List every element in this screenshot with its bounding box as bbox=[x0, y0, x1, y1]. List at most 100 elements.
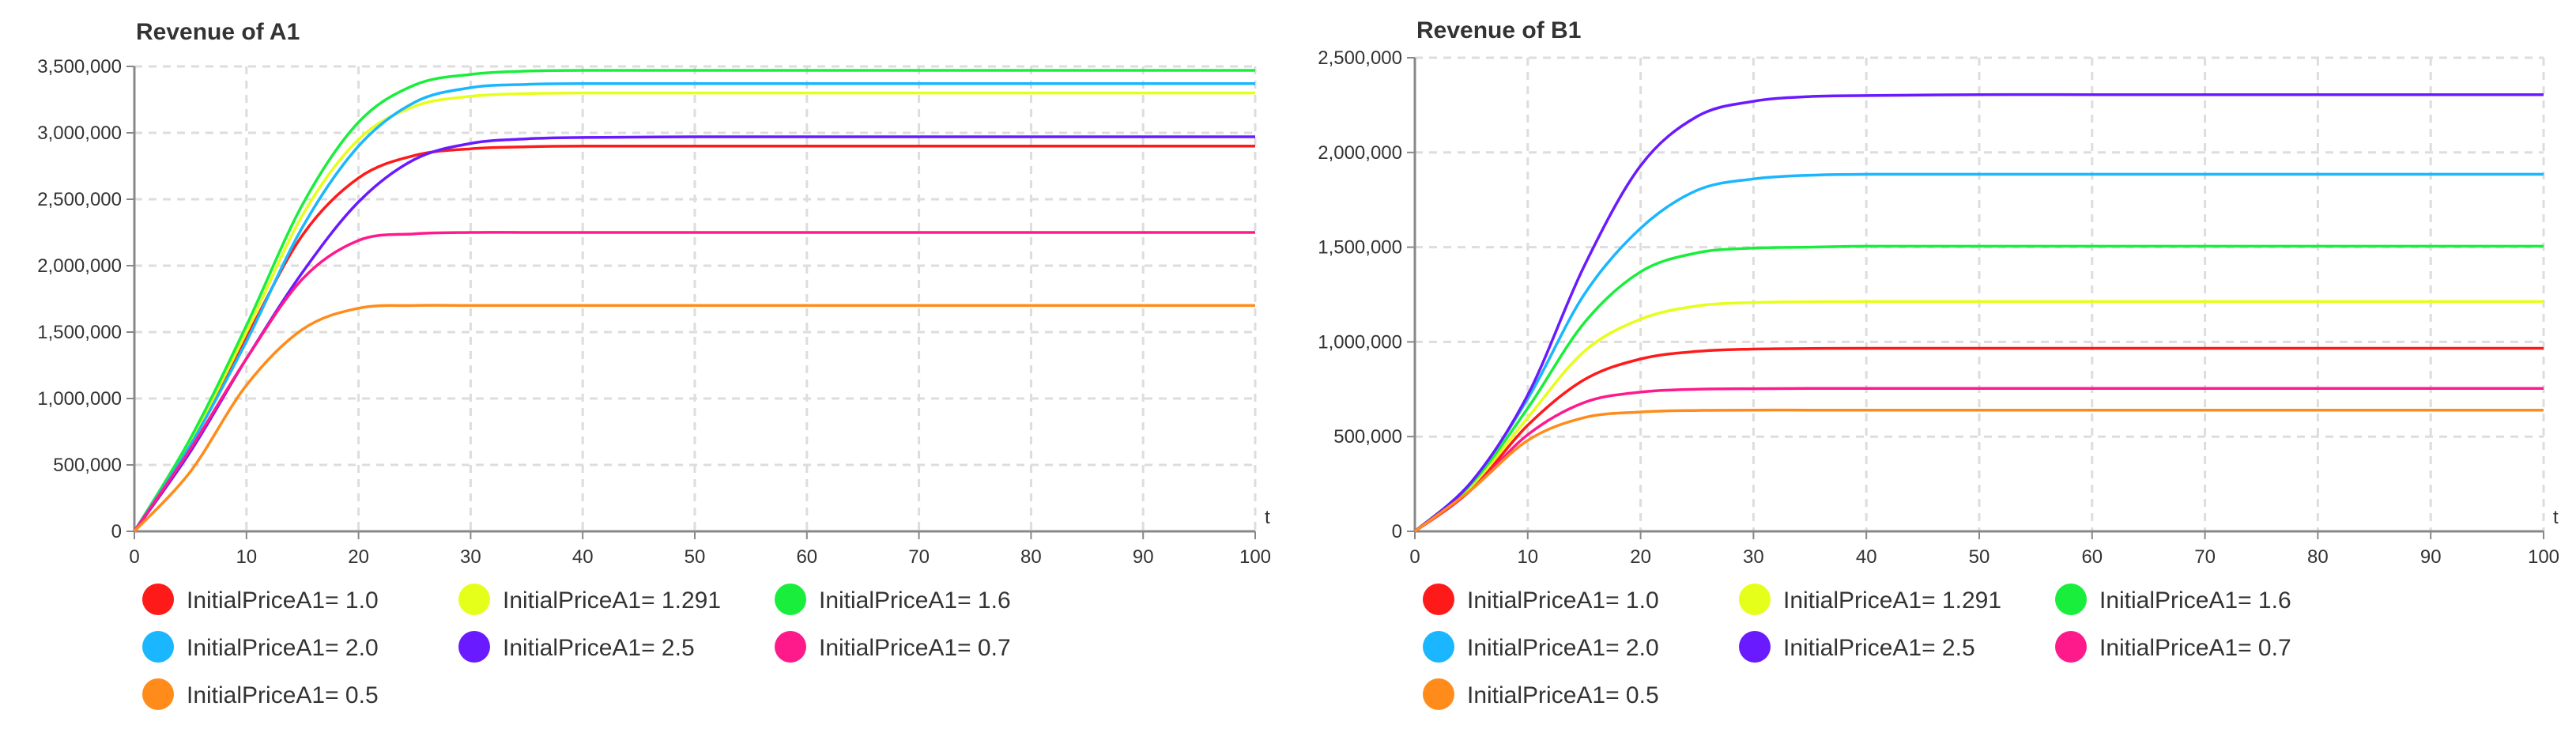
x-axis-label: t bbox=[2553, 507, 2559, 528]
chart-revenue-b1: Revenue of B1 0 500,000 1,000,000 1,500,000 2… bbox=[1318, 17, 2559, 710]
x-tick-label: 80 bbox=[1020, 546, 1042, 568]
y-tick-label: 1,000,000 bbox=[1318, 331, 1402, 353]
legend-marker bbox=[775, 631, 806, 663]
x-tick-label: 70 bbox=[908, 546, 930, 568]
series-lines bbox=[1413, 93, 2544, 533]
legend-label: InitialPriceA1= 0.7 bbox=[2099, 635, 2291, 661]
legend: InitialPriceA1= 1.0 InitialPriceA1= 1.291… bbox=[1423, 584, 2291, 710]
x-tick-label: 100 bbox=[1239, 546, 1271, 568]
legend-marker bbox=[1739, 584, 1771, 615]
legend-label: InitialPriceA1= 0.7 bbox=[819, 635, 1011, 661]
legend-label: InitialPriceA1= 2.5 bbox=[1783, 635, 1975, 661]
legend-marker bbox=[2055, 631, 2087, 663]
x-tick-label: 20 bbox=[1630, 546, 1651, 568]
legend-item[interactable]: InitialPriceA1= 1.0 bbox=[1423, 584, 1659, 615]
series-line bbox=[133, 145, 1255, 532]
y-tick-label: 3,500,000 bbox=[37, 56, 122, 77]
x-axis-label: t bbox=[1265, 507, 1270, 528]
y-tick-label: 3,000,000 bbox=[37, 123, 122, 144]
chart-panel-revenue-a1: Revenue of A1 0 500,000 1,000,000 1,500,000 2… bbox=[0, 0, 1280, 729]
x-tick-label: 30 bbox=[1743, 546, 1764, 568]
legend-item[interactable]: InitialPriceA1= 1.291 bbox=[1739, 584, 2001, 615]
x-tick-label: 90 bbox=[2420, 546, 2442, 568]
series-line bbox=[133, 304, 1255, 533]
series-line bbox=[1413, 93, 2544, 533]
legend-item[interactable]: InitialPriceA1= 2.5 bbox=[1739, 631, 1975, 663]
x-tick-label: 60 bbox=[796, 546, 817, 568]
x-tick-label: 20 bbox=[348, 546, 369, 568]
legend-marker bbox=[142, 678, 174, 710]
x-tick-label: 0 bbox=[129, 546, 139, 568]
x-tick-label: 100 bbox=[2528, 546, 2559, 568]
legend-label: InitialPriceA1= 1.0 bbox=[187, 587, 379, 614]
x-tick-label: 60 bbox=[2081, 546, 2103, 568]
legend-item[interactable]: InitialPriceA1= 2.5 bbox=[458, 631, 695, 663]
series-line bbox=[1413, 244, 2544, 533]
legend-item[interactable]: InitialPriceA1= 0.7 bbox=[2055, 631, 2291, 663]
legend-item[interactable]: InitialPriceA1= 1.6 bbox=[775, 584, 1011, 615]
legend-marker bbox=[2055, 584, 2087, 615]
y-tick-label: 1,500,000 bbox=[37, 322, 122, 343]
y-tick-label: 1,500,000 bbox=[1318, 237, 1402, 259]
legend-item[interactable]: InitialPriceA1= 1.291 bbox=[458, 584, 721, 615]
series-line bbox=[133, 82, 1255, 532]
x-tick-label: 40 bbox=[572, 546, 594, 568]
x-tick-label: 50 bbox=[1969, 546, 1990, 568]
legend-label: InitialPriceA1= 2.0 bbox=[1467, 635, 1659, 661]
series-line bbox=[1413, 387, 2544, 533]
y-tick-label: 0 bbox=[111, 521, 122, 542]
y-tick-label: 2,000,000 bbox=[37, 255, 122, 277]
legend-marker bbox=[775, 584, 806, 615]
chart-panel-revenue-b1: Revenue of B1 0 500,000 1,000,000 1,500,000 2… bbox=[1280, 0, 2576, 729]
legend-label: InitialPriceA1= 1.291 bbox=[503, 587, 721, 614]
x-tick-label: 10 bbox=[236, 546, 257, 568]
series-line bbox=[1413, 408, 2544, 533]
series-line bbox=[133, 69, 1255, 532]
series-line bbox=[133, 231, 1255, 532]
legend-marker bbox=[1423, 678, 1454, 710]
legend-marker bbox=[458, 631, 490, 663]
x-tick-label: 10 bbox=[1517, 546, 1538, 568]
legend-item[interactable]: InitialPriceA1= 0.5 bbox=[1423, 678, 1659, 710]
legend: InitialPriceA1= 1.0 InitialPriceA1= 1.291… bbox=[142, 584, 1011, 710]
legend-marker bbox=[1423, 584, 1454, 615]
legend-item[interactable]: InitialPriceA1= 1.6 bbox=[2055, 584, 2291, 615]
x-tick-label: 0 bbox=[1409, 546, 1420, 568]
legend-item[interactable]: InitialPriceA1= 0.5 bbox=[142, 678, 379, 710]
y-tick-label: 2,500,000 bbox=[1318, 47, 1402, 69]
legend-label: InitialPriceA1= 1.0 bbox=[1467, 587, 1659, 614]
legend-label: InitialPriceA1= 1.291 bbox=[1783, 587, 2001, 614]
series-lines bbox=[133, 69, 1255, 533]
x-tick-label: 50 bbox=[685, 546, 706, 568]
legend-label: InitialPriceA1= 2.5 bbox=[503, 635, 695, 661]
x-tick-label: 70 bbox=[2194, 546, 2216, 568]
legend-marker bbox=[142, 584, 174, 615]
y-tick-label: 1,000,000 bbox=[37, 388, 122, 410]
x-tick-label: 90 bbox=[1133, 546, 1154, 568]
legend-item[interactable]: InitialPriceA1= 1.0 bbox=[142, 584, 379, 615]
legend-item[interactable]: InitialPriceA1= 2.0 bbox=[142, 631, 379, 663]
legend-marker bbox=[458, 584, 490, 615]
y-tick-label: 500,000 bbox=[53, 455, 122, 476]
legend-label: InitialPriceA1= 1.6 bbox=[2099, 587, 2291, 614]
legend-item[interactable]: InitialPriceA1= 0.7 bbox=[775, 631, 1011, 663]
x-tick-label: 30 bbox=[460, 546, 481, 568]
chart-revenue-a1: Revenue of A1 0 500,000 1,000,000 1,500,000 2… bbox=[37, 19, 1271, 710]
legend-label: InitialPriceA1= 0.5 bbox=[1467, 682, 1659, 708]
chart-title: Revenue of A1 bbox=[136, 19, 300, 45]
series-line bbox=[133, 91, 1255, 532]
x-tick-label: 80 bbox=[2307, 546, 2329, 568]
series-line bbox=[1413, 300, 2544, 533]
legend-marker bbox=[142, 631, 174, 663]
x-tick-label: 40 bbox=[1856, 546, 1877, 568]
chart-title: Revenue of B1 bbox=[1416, 17, 1581, 43]
series-line bbox=[1413, 346, 2544, 533]
legend-label: InitialPriceA1= 1.6 bbox=[819, 587, 1011, 614]
legend-item[interactable]: InitialPriceA1= 2.0 bbox=[1423, 631, 1659, 663]
legend-marker bbox=[1739, 631, 1771, 663]
y-tick-label: 0 bbox=[1392, 521, 1402, 542]
legend-marker bbox=[1423, 631, 1454, 663]
legend-label: InitialPriceA1= 2.0 bbox=[187, 635, 379, 661]
series-line bbox=[1413, 172, 2544, 533]
legend-label: InitialPriceA1= 0.5 bbox=[187, 682, 379, 708]
